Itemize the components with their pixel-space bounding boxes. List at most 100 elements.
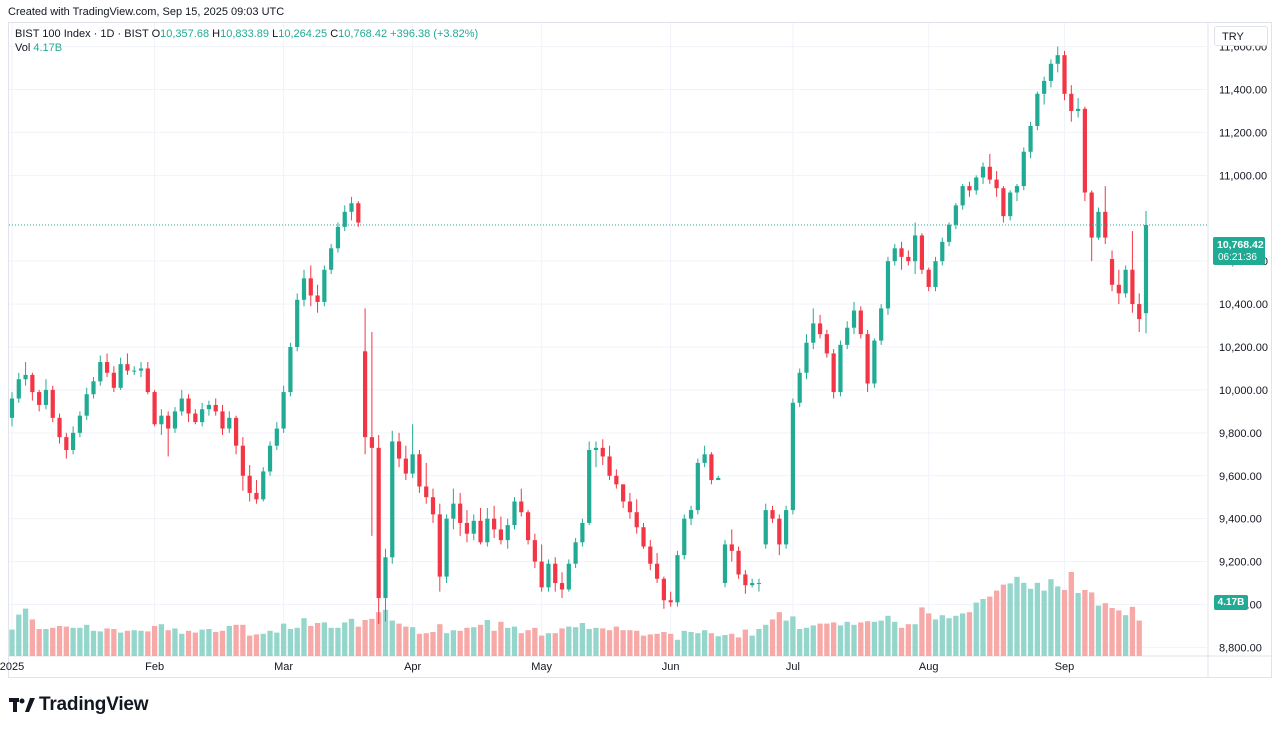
candle-body [138, 368, 144, 371]
candle-body [437, 514, 442, 577]
volume-bar [382, 609, 389, 656]
volume-bar [50, 627, 56, 656]
candle-body [206, 404, 212, 410]
candle-body [159, 415, 164, 425]
volume-bar [1082, 590, 1088, 656]
volume-bar [491, 630, 497, 656]
candle-body [227, 417, 232, 429]
time-tick-label: Sep [1055, 661, 1075, 673]
volume-bar [1116, 610, 1122, 656]
price-axis[interactable]: 8,800.009,000.009,200.009,400.009,600.00… [1219, 42, 1268, 655]
time-axis[interactable]: 2025 Feb Mar Apr May Jun Jul Aug Sep [0, 661, 1074, 673]
candle-body [532, 540, 537, 562]
candle-body [498, 529, 504, 541]
volume-bar [1007, 583, 1013, 656]
candle-body [254, 492, 259, 500]
volume-bar [627, 630, 633, 656]
candle-body [383, 557, 388, 599]
candle-body [1082, 108, 1087, 193]
candle-body [9, 398, 15, 418]
volume-bar [919, 607, 925, 656]
volume-bar [939, 615, 945, 656]
candle-body [1028, 125, 1033, 152]
volume-bar [864, 621, 871, 656]
volume-bar [735, 637, 742, 656]
volume-bar [192, 632, 198, 656]
volume-bar [185, 630, 192, 656]
candle-body [281, 392, 286, 429]
candle-body [64, 437, 69, 451]
volume-bar [749, 635, 755, 656]
volume-bar [321, 622, 328, 656]
candle-body [790, 402, 796, 511]
brand[interactable]: TradingView [9, 694, 149, 716]
volume-bar [844, 621, 850, 656]
candle-body [879, 308, 884, 341]
volume-bar [1021, 582, 1027, 656]
candle-body [485, 518, 490, 543]
volume-label: Vol [15, 42, 31, 54]
volume-bar [131, 630, 137, 656]
candle-body [899, 248, 904, 257]
candle-body [125, 364, 130, 371]
candle-body [661, 578, 666, 601]
candle-body [37, 392, 42, 405]
candle-body [539, 561, 544, 588]
candle-body [1089, 192, 1094, 238]
candle-body [1062, 55, 1067, 94]
candle-body [756, 583, 762, 585]
candle-body [1075, 108, 1081, 111]
volume-bar [695, 633, 701, 656]
volume-bar [756, 629, 762, 656]
candle-body [349, 203, 354, 212]
volume-bar [817, 623, 823, 656]
volume-bar [1068, 572, 1074, 656]
price-tick-label: 9,600.00 [1219, 471, 1262, 483]
volume-bar [851, 624, 857, 656]
volume-bar [1000, 584, 1007, 656]
candle-body [763, 510, 768, 545]
chart-frame [8, 22, 1272, 678]
close-value: 10,768.42 [338, 28, 388, 40]
volume-bar [640, 635, 647, 656]
volume-bar [1041, 590, 1047, 656]
last-price-tag: 10,768.42 06:21:36 [1213, 237, 1265, 265]
time-tick-label: Jun [662, 661, 680, 673]
price-tick-label: 8,800.00 [1219, 642, 1262, 654]
volume-bar [63, 626, 69, 656]
volume-bar [1089, 592, 1095, 656]
volume-bar [511, 626, 518, 656]
candle-body [777, 518, 782, 545]
candle-body [872, 340, 877, 384]
volume-bar [1055, 586, 1061, 656]
volume-bar [993, 590, 1000, 656]
currency-button[interactable]: TRY [1214, 26, 1268, 46]
volume-bar [912, 624, 918, 656]
candle-body [329, 248, 334, 270]
price-tick-label: 9,400.00 [1219, 514, 1262, 526]
candle-body [614, 475, 619, 485]
volume-bar [314, 623, 321, 656]
volume-bar [932, 619, 939, 656]
candle-body [1069, 93, 1074, 111]
candle-body [172, 411, 178, 429]
candle-body [1123, 269, 1128, 294]
price-tick-label: 11,000.00 [1219, 170, 1267, 182]
candle-body [43, 389, 49, 405]
volume-bar [559, 628, 565, 656]
volume-bar [654, 633, 660, 656]
volume-bar [525, 630, 531, 656]
volume-bar [532, 627, 538, 656]
candle-body [1021, 151, 1026, 187]
candle-body [851, 310, 857, 328]
candle-body [410, 454, 415, 474]
candle-body [607, 456, 612, 476]
candle-body [451, 503, 456, 519]
candle-body [84, 394, 89, 416]
candle-body [356, 203, 361, 223]
volume-bar [885, 615, 891, 656]
candle-body [193, 413, 198, 423]
candle-body [1137, 304, 1142, 320]
time-tick-label: Aug [919, 661, 939, 673]
